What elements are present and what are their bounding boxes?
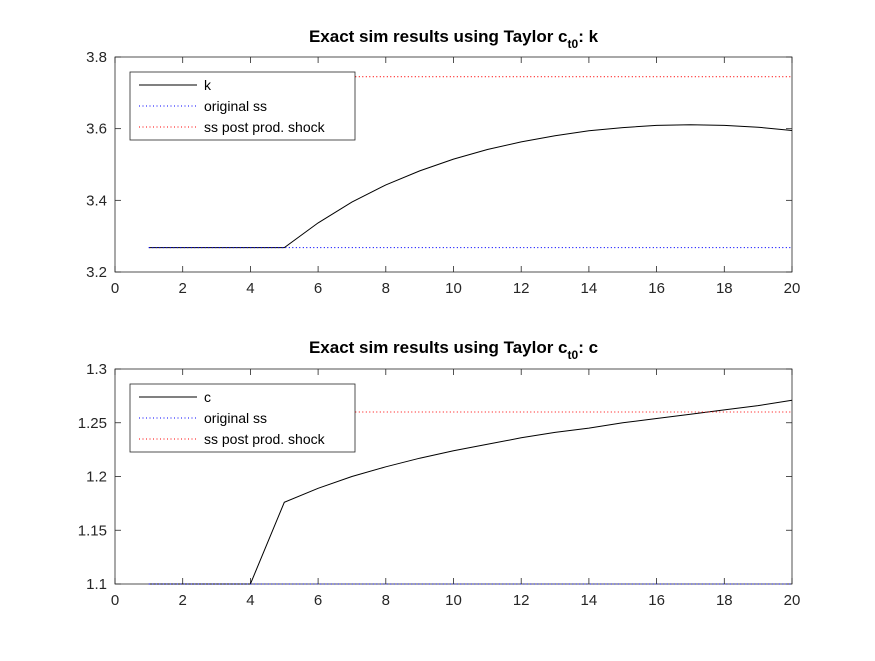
- y-tick-label: 3.6: [86, 121, 107, 138]
- x-tick-label: 2: [179, 592, 187, 609]
- chart-title-main: Exact sim results using Taylor c: [309, 27, 568, 46]
- x-tick-label: 12: [513, 280, 530, 297]
- y-tick-label: 3.8: [86, 49, 107, 66]
- y-tick-label: 1.25: [78, 415, 107, 432]
- y-tick-label: 3.4: [86, 192, 107, 209]
- x-tick-label: 0: [111, 592, 119, 609]
- legend-label: c: [204, 389, 211, 405]
- series-line-c: [148, 399, 793, 585]
- x-tick-label: 12: [513, 592, 530, 609]
- x-tick-label: 10: [445, 592, 462, 609]
- x-tick-label: 0: [111, 280, 119, 297]
- chart-title-subscript: t0: [568, 37, 579, 51]
- legend: k original ss ss post prod. shock: [129, 71, 356, 141]
- legend-label: ss post prod. shock: [204, 431, 326, 447]
- series-line-k: [148, 124, 793, 249]
- chart-panel-1: Exact sim results using Taylor ct0: k 0 2 4…: [86, 27, 800, 297]
- x-tick-label: 4: [246, 280, 254, 297]
- x-tick-label: 8: [382, 592, 390, 609]
- chart-title-main: Exact sim results using Taylor c: [309, 338, 568, 357]
- legend-label: original ss: [204, 98, 267, 114]
- x-tick-label: 18: [716, 280, 733, 297]
- x-tick-label: 20: [784, 592, 801, 609]
- chart-title-tail: : k: [578, 27, 598, 46]
- x-tick-label: 2: [179, 280, 187, 297]
- y-tick-label: 1.1: [86, 576, 107, 593]
- chart-title-tail: : c: [578, 338, 598, 357]
- x-tick-label: 16: [648, 280, 665, 297]
- x-tick-label: 18: [716, 592, 733, 609]
- x-tick-label: 16: [648, 592, 665, 609]
- chart-panel-2: Exact sim results using Taylor ct0: c 0 2 4…: [78, 338, 801, 609]
- chart-title-subscript: t0: [568, 348, 579, 362]
- x-tick-label: 6: [314, 280, 322, 297]
- y-tick-label: 1.3: [86, 361, 107, 378]
- y-tick-label: 1.2: [86, 469, 107, 486]
- x-tick-label: 14: [581, 280, 598, 297]
- legend-label: k: [204, 77, 212, 93]
- x-tick-label: 20: [784, 280, 801, 297]
- x-tick-label: 8: [382, 280, 390, 297]
- x-tick-label: 10: [445, 280, 462, 297]
- y-tick-label: 1.15: [78, 522, 107, 539]
- x-tick-label: 6: [314, 592, 322, 609]
- legend-label: ss post prod. shock: [204, 119, 326, 135]
- legend: c original ss ss post prod. shock: [129, 383, 356, 453]
- legend-label: original ss: [204, 410, 267, 426]
- x-tick-label: 14: [581, 592, 598, 609]
- chart-title: Exact sim results using Taylor ct0: k: [309, 27, 599, 51]
- chart-title: Exact sim results using Taylor ct0: c: [309, 338, 598, 362]
- x-tick-label: 4: [246, 592, 254, 609]
- y-tick-label: 3.2: [86, 264, 107, 281]
